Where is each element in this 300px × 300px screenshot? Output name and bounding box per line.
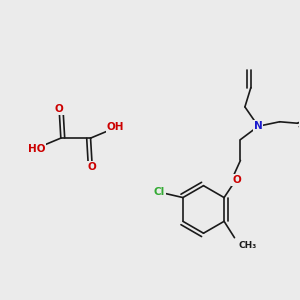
Text: OH: OH [106,122,124,132]
Text: Cl: Cl [154,187,165,196]
Text: N: N [254,121,262,131]
Text: HO: HO [28,144,45,154]
Text: O: O [232,175,241,185]
Text: O: O [88,162,96,172]
Text: O: O [55,104,64,114]
Text: CH₃: CH₃ [239,241,257,250]
